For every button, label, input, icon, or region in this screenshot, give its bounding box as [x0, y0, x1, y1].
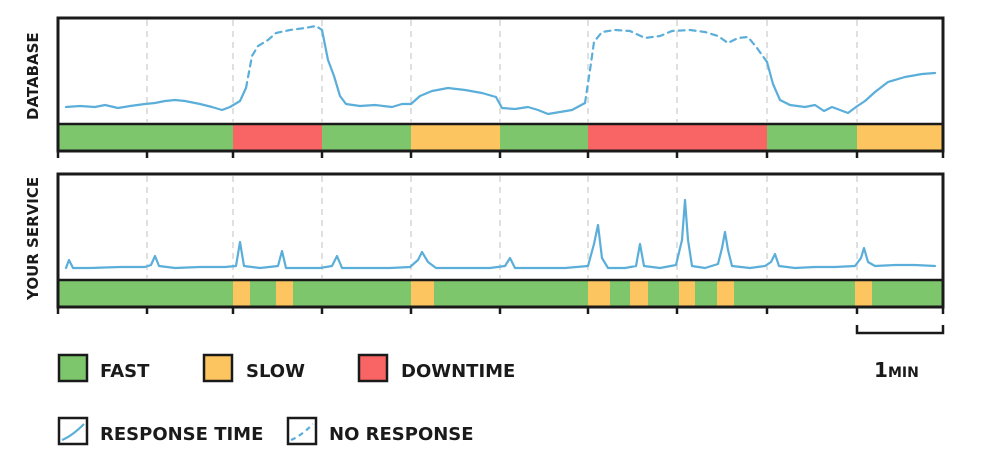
- service-panel: YOUR SERVICE: [24, 172, 945, 314]
- service-axis-ticks: [56, 307, 945, 314]
- svc-status-fast: [58, 280, 943, 306]
- db-status-fast: [767, 124, 857, 150]
- svc-status-slow: [276, 280, 293, 306]
- scale-number: 1: [874, 358, 888, 382]
- db-no-response-line: [583, 28, 769, 105]
- svc-status-slow: [411, 280, 434, 306]
- legend-item-fast: FAST: [57, 353, 150, 383]
- database-status-bar: [58, 124, 943, 150]
- svc-status-slow: [855, 280, 872, 306]
- service-label: YOUR SERVICE: [24, 177, 42, 301]
- database-label: DATABASE: [24, 32, 42, 120]
- downtime-swatch-icon: [357, 353, 389, 383]
- database-axis-ticks: [56, 151, 945, 158]
- legend-item-downtime: DOWNTIME: [357, 353, 515, 383]
- fast-swatch-icon: [57, 353, 89, 383]
- scale-unit: MIN: [888, 365, 919, 381]
- legend-item-slow: SLOW: [202, 353, 305, 383]
- database-gridlines: [146, 20, 858, 122]
- db-status-slow: [411, 124, 500, 150]
- legend-response-time-label: RESPONSE TIME: [100, 424, 263, 445]
- db-status-slow: [857, 124, 943, 150]
- database-panel: DATABASE: [24, 16, 945, 158]
- service-gridlines: [146, 176, 858, 278]
- db-status-downtime: [588, 124, 767, 150]
- svc-status-slow: [717, 280, 734, 306]
- legend-item-no-response: NO RESPONSE: [286, 416, 474, 446]
- db-status-fast: [58, 124, 233, 150]
- legend-slow-label: SLOW: [246, 361, 305, 382]
- db-status-fast: [500, 124, 588, 150]
- legend: FAST SLOW DOWNTIME RESPONSE TIME NO RESP…: [57, 353, 515, 446]
- db-status-downtime: [233, 124, 322, 150]
- db-response-line: [765, 60, 937, 115]
- time-scale: 1 MIN: [855, 325, 945, 382]
- svc-status-slow: [588, 280, 610, 306]
- svc-status-slow: [630, 280, 648, 306]
- svc-status-slow: [233, 280, 250, 306]
- svc-response-line: [64, 198, 937, 270]
- service-status-bar: [58, 280, 943, 306]
- slow-swatch-icon: [202, 353, 234, 383]
- scale-bracket: [855, 325, 945, 335]
- db-response-line: [320, 28, 587, 116]
- db-response-line: [64, 86, 248, 112]
- svc-status-slow: [679, 280, 695, 306]
- legend-item-response-time: RESPONSE TIME: [57, 416, 263, 446]
- db-status-fast: [322, 124, 411, 150]
- legend-fast-label: FAST: [100, 361, 150, 382]
- db-no-response-line: [244, 24, 324, 90]
- legend-downtime-label: DOWNTIME: [401, 361, 515, 382]
- legend-no-response-label: NO RESPONSE: [329, 424, 474, 445]
